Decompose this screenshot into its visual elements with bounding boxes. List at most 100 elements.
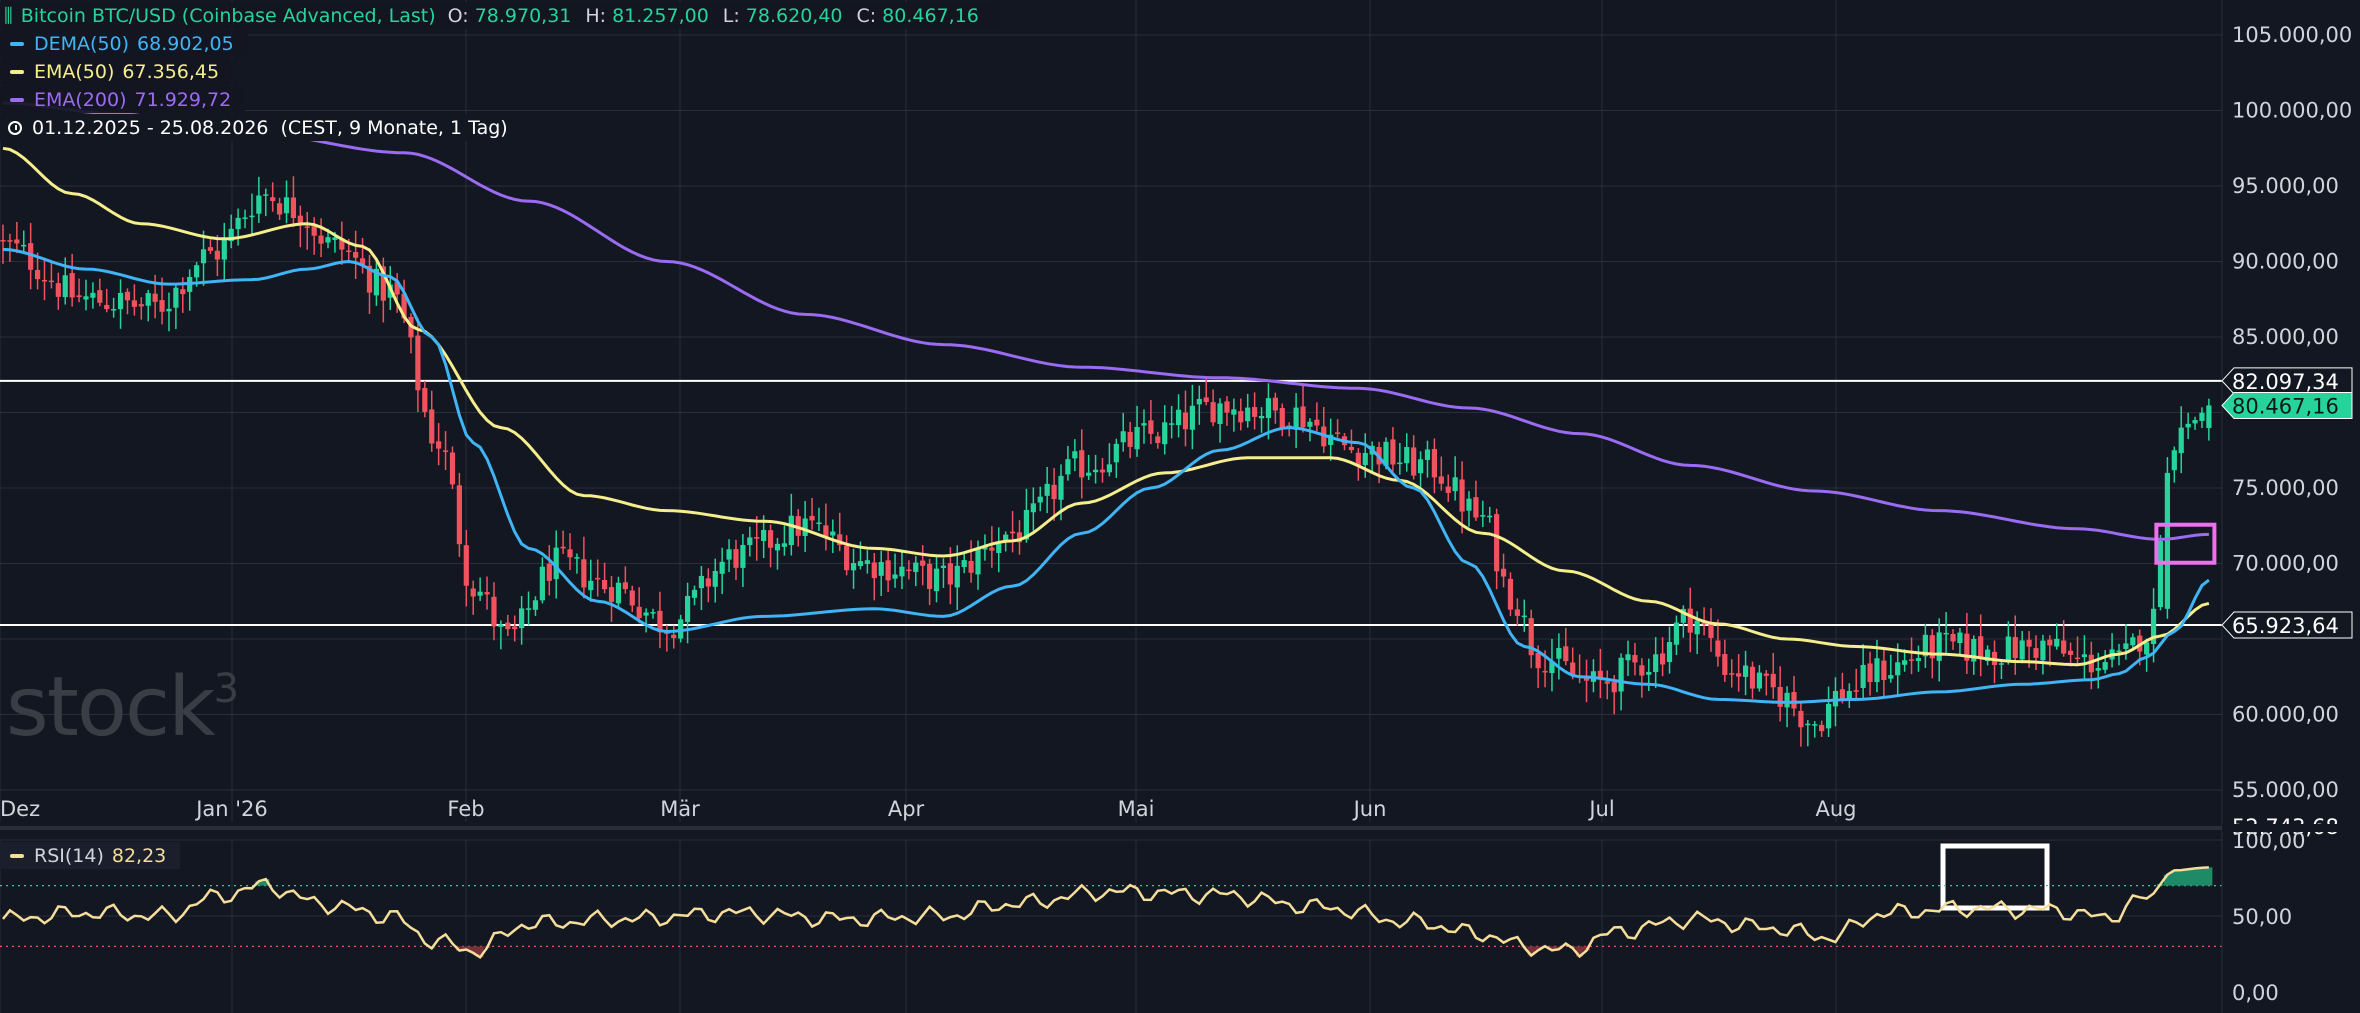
candle-body [477,591,483,596]
last-price-label: 80.467,16 [2232,394,2339,418]
candle-body [1666,642,1673,662]
candle-body [283,197,290,214]
candle-body [1328,434,1334,446]
y-tick-label: 95.000,00 [2232,174,2339,198]
candle-body [55,283,61,297]
candle-body [1867,663,1873,683]
candle-body [304,226,310,228]
legend-range[interactable]: 01.12.2025 - 25.08.2026 (CEST, 9 Monate,… [0,114,514,141]
candle-body [2040,640,2046,661]
candle-body [339,238,345,250]
candle-body [1521,615,1527,618]
candle-body [325,237,331,243]
legend-ema50[interactable]: EMA(50) 67.356,45 [0,58,234,85]
candle-body [892,574,898,579]
candle-body [954,565,960,588]
candle-body [505,622,511,630]
candle-body [380,266,386,301]
candle-body [1127,431,1133,447]
candle-body [1487,515,1493,518]
candle-body [574,557,580,559]
candle-body [837,534,843,546]
candle-body [1086,472,1092,476]
candle-body [1162,422,1168,445]
symbol-title: Bitcoin BTC/USD (Coinbase Advanced, Last… [20,4,436,27]
legend-ohlc[interactable]: ⫼ Bitcoin BTC/USD (Coinbase Advanced, La… [0,2,999,29]
candle-body [885,560,891,581]
candle-body [1922,634,1928,657]
candle-body [1480,515,1486,517]
dema-line [2,247,2210,704]
candle-body [2061,640,2067,654]
candle-body [1051,484,1057,500]
candle-body [1348,446,1355,451]
candle-body [83,296,89,300]
candle-body [277,203,283,215]
candle-body [1141,423,1147,426]
rsi-legend[interactable]: RSI(14) 82,23 [0,842,181,870]
candle-body [2088,654,2094,673]
candle-body [1528,618,1534,656]
candles [0,176,2212,747]
candle-body [1362,452,1368,466]
candle-body [34,269,41,280]
candle-body [1715,640,1721,657]
candle-body [1155,436,1161,443]
candle-body [97,290,103,303]
candle-body [608,587,615,602]
candle-body [1673,622,1680,645]
candle-body [1404,447,1410,464]
candle-body [1258,415,1265,419]
candle-body [1473,497,1479,518]
candle-body [214,250,220,260]
rsi-swatch [10,853,24,858]
candle-body [249,215,255,218]
candle-body [2067,650,2074,655]
dema-swatch [10,41,24,46]
legend-ema200[interactable]: EMA(200) 71.929,72 [0,86,246,113]
candle-body [1279,407,1285,428]
candle-body [1079,450,1085,478]
candle-body [622,582,628,590]
candle-body [1494,514,1500,572]
candle-body [2164,472,2170,609]
candle-body [788,515,794,546]
candle-body [1971,639,1977,662]
y-tick-label: 55.000,00 [2232,778,2339,802]
candle-body [28,243,34,270]
candle-body [394,282,400,295]
level-label-bg [2221,611,2353,639]
candle-body [871,562,877,579]
candle-body [1411,447,1417,476]
candle-body [2199,412,2205,421]
candle-body [1736,673,1742,677]
candle-body [671,634,677,639]
candle-body [1881,660,1887,681]
candle-body [588,580,594,591]
candle-body [2054,638,2060,647]
candle-body [933,568,940,592]
x-tick-label: Feb [447,797,484,821]
legend-dema[interactable]: DEMA(50) 68.902,05 [0,30,248,57]
candle-body [463,545,469,586]
candle-body [1556,648,1562,659]
candle-body [194,265,200,278]
candle-body [726,549,732,560]
candle-body [615,582,622,604]
candle-body [180,289,186,295]
highlight-boxes [1940,522,2217,911]
candle-body [1653,654,1659,673]
candle-body [373,268,380,296]
candle-body [2026,639,2032,647]
candle-body [532,600,539,610]
rsi-tick-label: 0,00 [2232,981,2279,1005]
candle-body [1687,608,1693,633]
candle-body [754,537,760,539]
candle-body [698,575,705,589]
candle-body [1231,409,1237,415]
candle-body [90,292,96,298]
candle-body [1113,443,1119,463]
candle-body [1175,409,1182,426]
